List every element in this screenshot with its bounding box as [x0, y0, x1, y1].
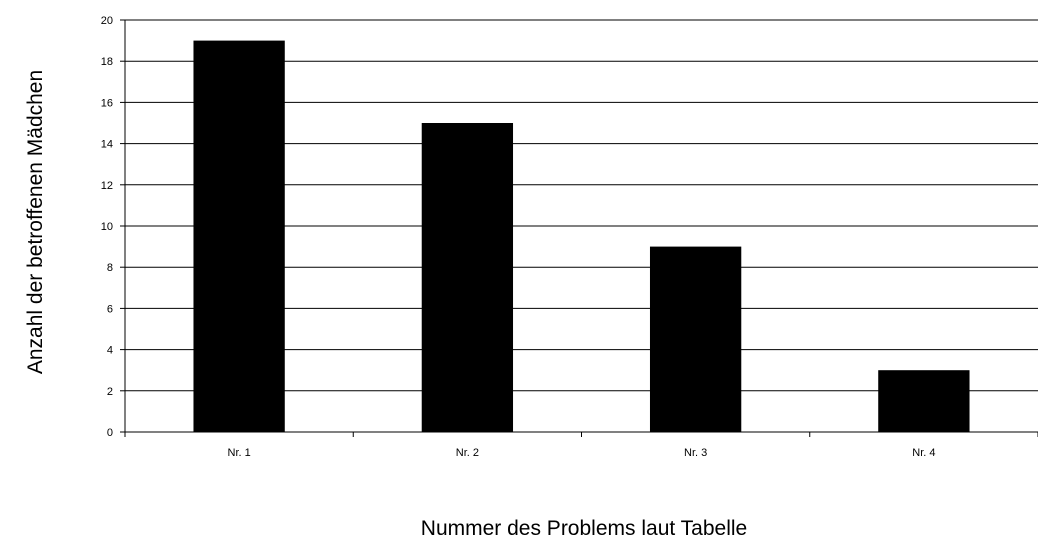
- bars: [193, 40, 970, 432]
- y-tick-label-18: 18: [101, 56, 113, 68]
- y-tick-label-2: 2: [107, 386, 113, 398]
- bar-1: [193, 40, 285, 432]
- tick-labels: 0 2 4 6 8 10 12 14 16 18 20 Nr. 1 Nr. 2 Nr. 3 Nr. 4: [101, 15, 936, 459]
- y-tick-label-8: 8: [107, 262, 113, 274]
- x-tick-label-2: Nr. 2: [456, 447, 479, 459]
- x-tick-label-1: Nr. 1: [228, 447, 251, 459]
- y-axis-title: Anzahl der betroffenen Mädchen: [24, 70, 47, 374]
- x-tick-label-3: Nr. 3: [684, 447, 707, 459]
- y-tick-label-10: 10: [101, 221, 113, 233]
- y-tick-label-20: 20: [101, 15, 113, 27]
- axes: [120, 19, 1038, 437]
- y-tick-label-12: 12: [101, 180, 113, 192]
- y-tick-label-16: 16: [101, 97, 113, 109]
- y-tick-label-6: 6: [107, 303, 113, 315]
- y-tick-label-14: 14: [101, 139, 113, 151]
- bar-4: [878, 370, 970, 432]
- y-tick-label-4: 4: [107, 345, 113, 357]
- bar-3: [649, 246, 742, 432]
- x-axis-title: Nummer des Problems laut Tabelle: [421, 517, 747, 540]
- bar-2: [421, 123, 514, 432]
- x-tick-label-4: Nr. 4: [912, 447, 935, 459]
- y-tick-label-0: 0: [107, 427, 113, 439]
